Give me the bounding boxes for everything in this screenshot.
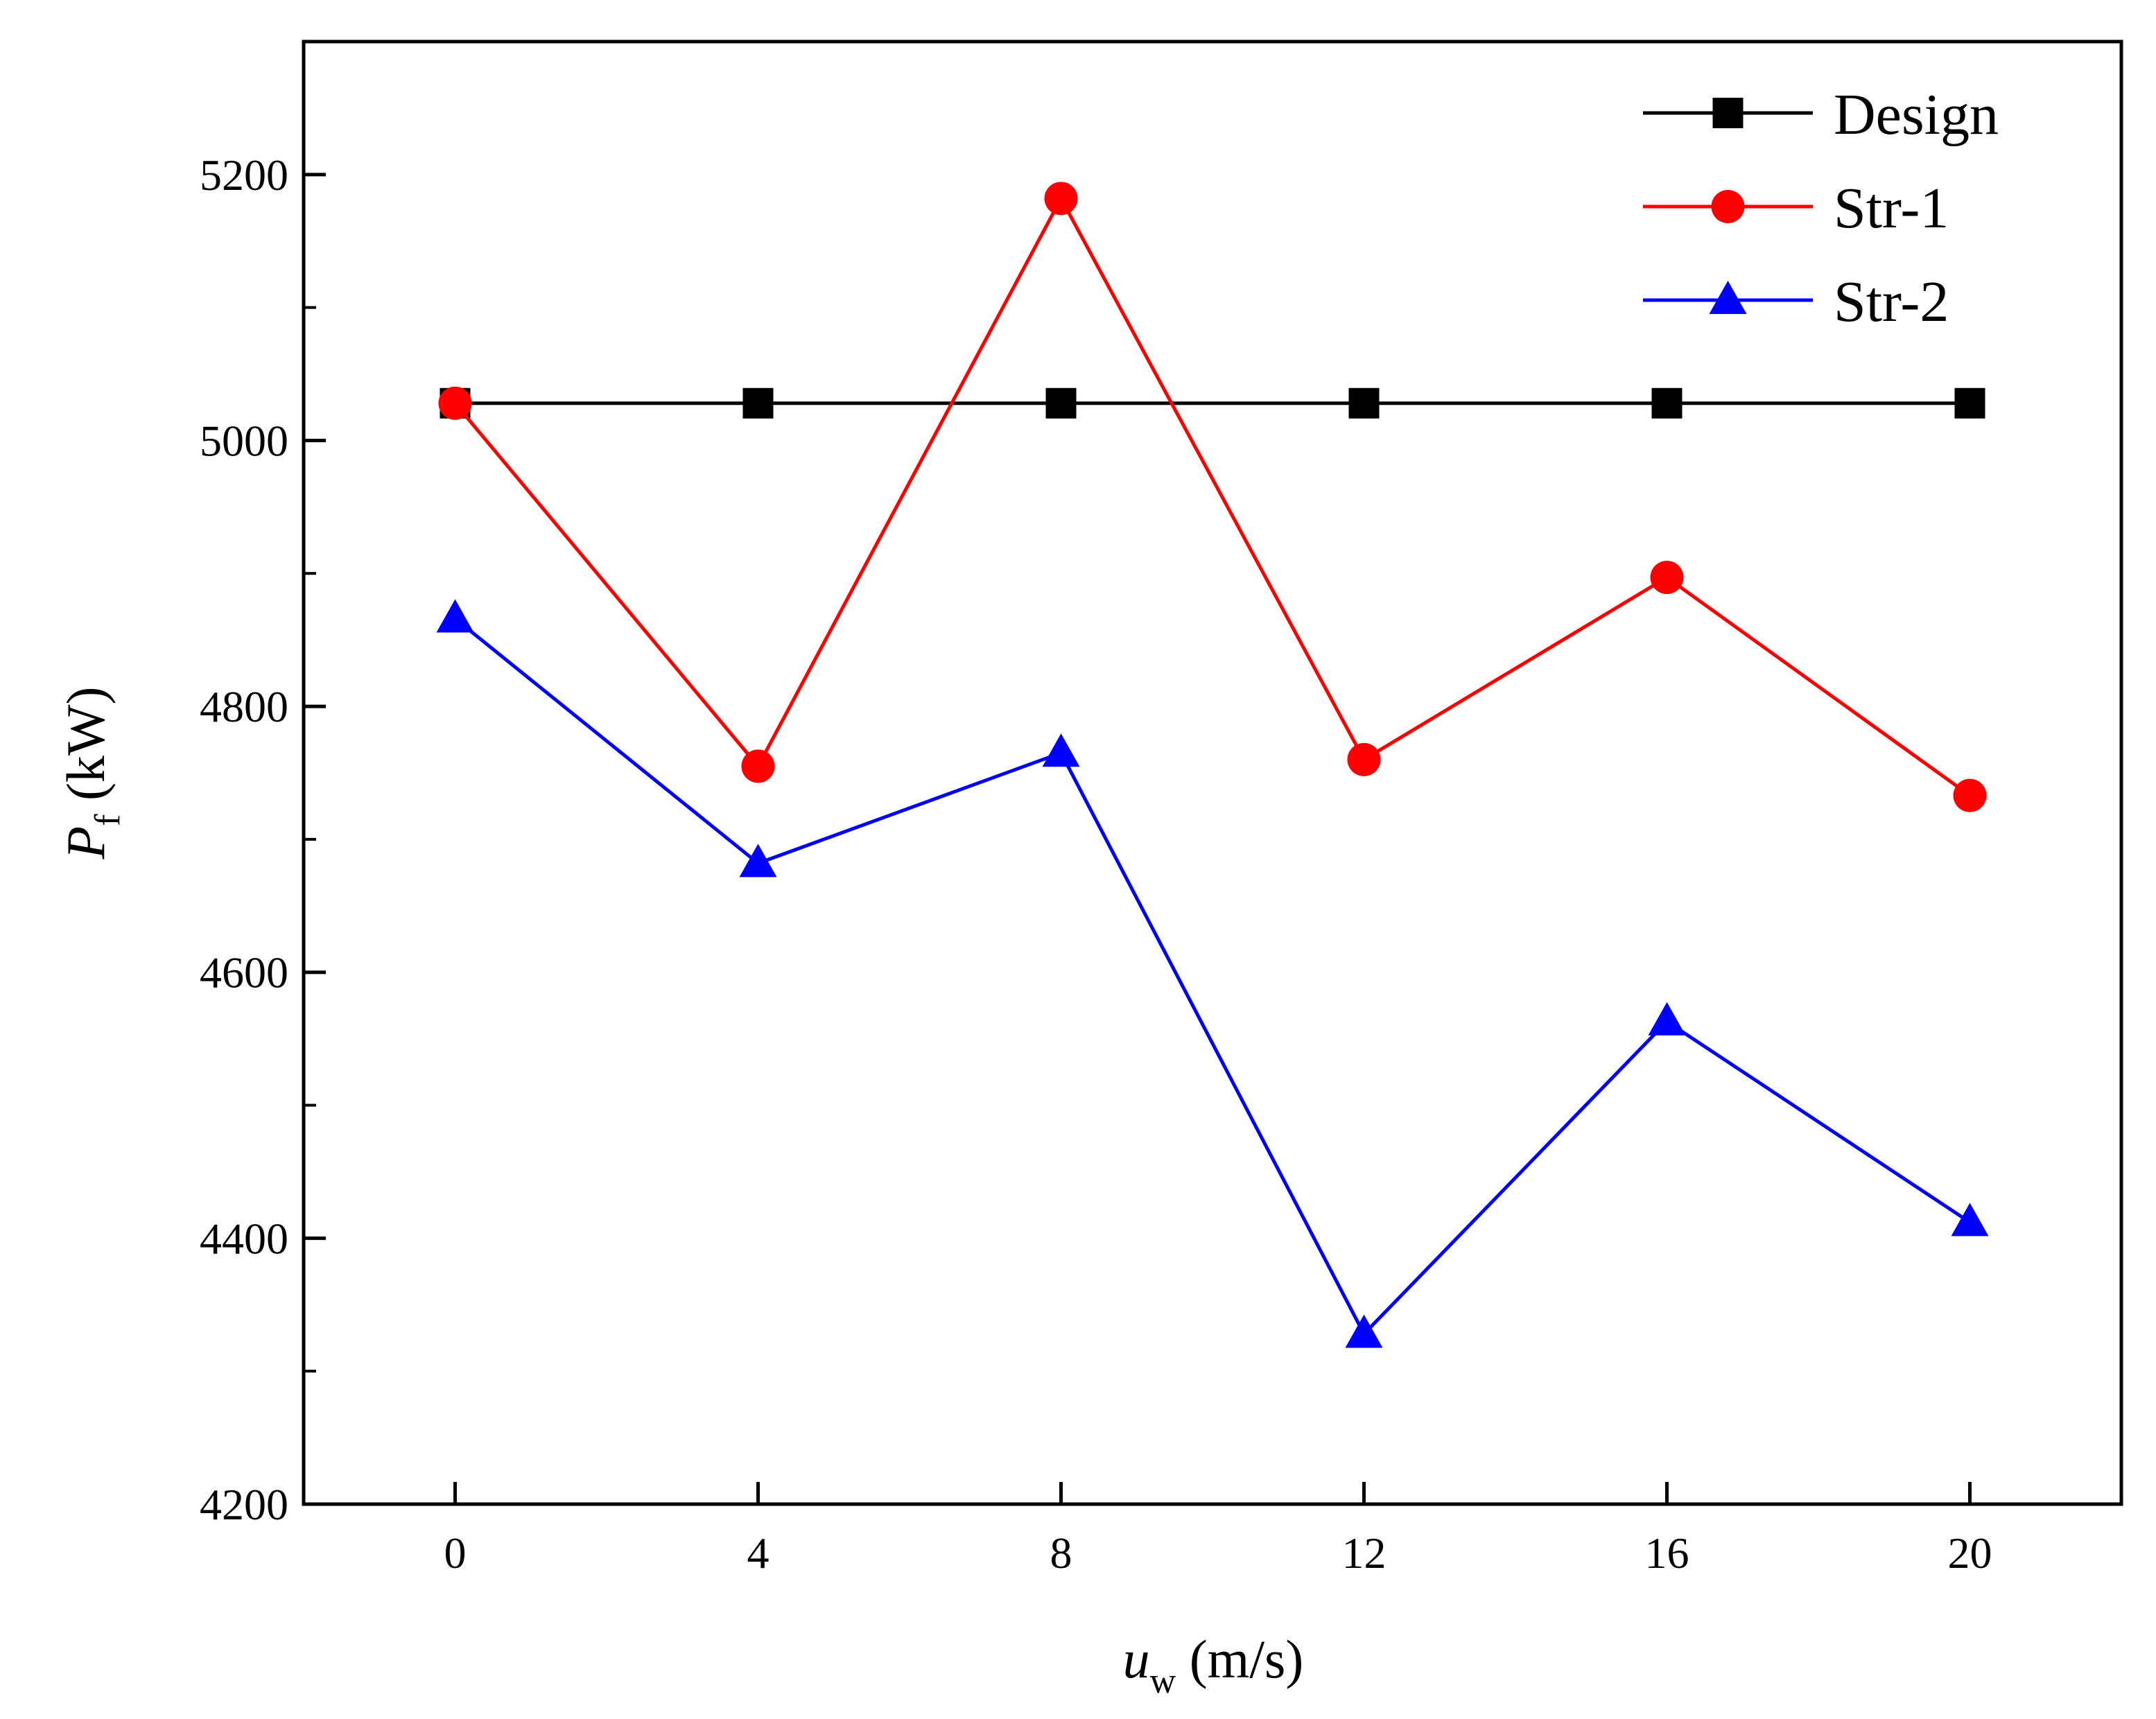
x-axis: 0 4 8 12 16 20 bbox=[444, 1482, 1992, 1578]
series-line-str-2 bbox=[453, 617, 1971, 1337]
data-point-design bbox=[742, 387, 774, 419]
legend-marker bbox=[1712, 98, 1744, 128]
data-point-str-1 bbox=[741, 749, 775, 783]
x-tick-label: 0 bbox=[444, 1528, 467, 1578]
legend: Design Str-1 Str-2 bbox=[1643, 82, 1999, 334]
series-layer bbox=[436, 182, 1989, 1348]
x-axis-unit: (m/s) bbox=[1176, 1629, 1303, 1689]
y-tick-label: 4400 bbox=[200, 1214, 288, 1263]
legend-marker bbox=[1711, 190, 1745, 223]
y-tick-label: 5200 bbox=[200, 150, 288, 200]
data-point-design bbox=[1348, 387, 1380, 419]
y-axis-unit: (kW) bbox=[55, 686, 116, 814]
x-tick-label: 12 bbox=[1342, 1528, 1386, 1578]
legend-marker bbox=[1709, 281, 1747, 314]
data-point-design bbox=[1954, 387, 1985, 419]
x-tick-label: 8 bbox=[1050, 1528, 1072, 1578]
y-axis-subscript: f bbox=[88, 814, 128, 826]
legend-entry-str-1: Str-1 bbox=[1643, 176, 1949, 241]
x-tick-label: 4 bbox=[747, 1528, 770, 1578]
plot-frame bbox=[302, 40, 2123, 1506]
data-point-str-2 bbox=[436, 599, 474, 633]
data-point-str-2 bbox=[1951, 1203, 1989, 1237]
x-axis-variable: u bbox=[1123, 1629, 1150, 1689]
data-point-str-2 bbox=[1648, 1002, 1686, 1036]
series-str-1 bbox=[438, 182, 1987, 812]
legend-entry-str-2: Str-2 bbox=[1643, 270, 1949, 334]
y-axis-variable: P bbox=[55, 826, 116, 860]
series-line-str-1 bbox=[453, 195, 1971, 797]
data-point-str-2 bbox=[1042, 733, 1080, 767]
legend-entry-design: Design bbox=[1643, 82, 1999, 147]
data-point-str-1 bbox=[1953, 778, 1987, 812]
data-point-design bbox=[1651, 387, 1683, 419]
data-point-design bbox=[1045, 387, 1077, 419]
y-tick-label: 5000 bbox=[200, 416, 288, 465]
x-axis-subscript: w bbox=[1150, 1661, 1176, 1701]
y-tick-label: 4800 bbox=[200, 682, 288, 731]
y-tick-label: 4600 bbox=[200, 948, 288, 997]
x-axis-title: uw (m/s) bbox=[1123, 1629, 1304, 1701]
data-point-str-2 bbox=[1345, 1314, 1383, 1348]
x-tick-label: 20 bbox=[1948, 1528, 1992, 1578]
series-design bbox=[440, 387, 1985, 419]
x-tick-label: 16 bbox=[1645, 1528, 1689, 1578]
data-point-str-1 bbox=[438, 386, 472, 420]
data-point-str-2 bbox=[739, 844, 777, 878]
legend-label: Str-2 bbox=[1834, 270, 1949, 334]
legend-label: Str-1 bbox=[1834, 176, 1949, 241]
y-axis: 4200 4400 4600 4800 5000 5200 bbox=[200, 150, 326, 1529]
data-point-str-1 bbox=[1044, 182, 1078, 216]
series-str-2 bbox=[436, 599, 1989, 1348]
data-point-str-1 bbox=[1347, 742, 1381, 776]
y-tick-label: 4200 bbox=[200, 1480, 288, 1529]
legend-label: Design bbox=[1834, 82, 1999, 147]
y-axis-title: Pf (kW) bbox=[55, 686, 128, 860]
data-point-str-1 bbox=[1650, 561, 1684, 595]
